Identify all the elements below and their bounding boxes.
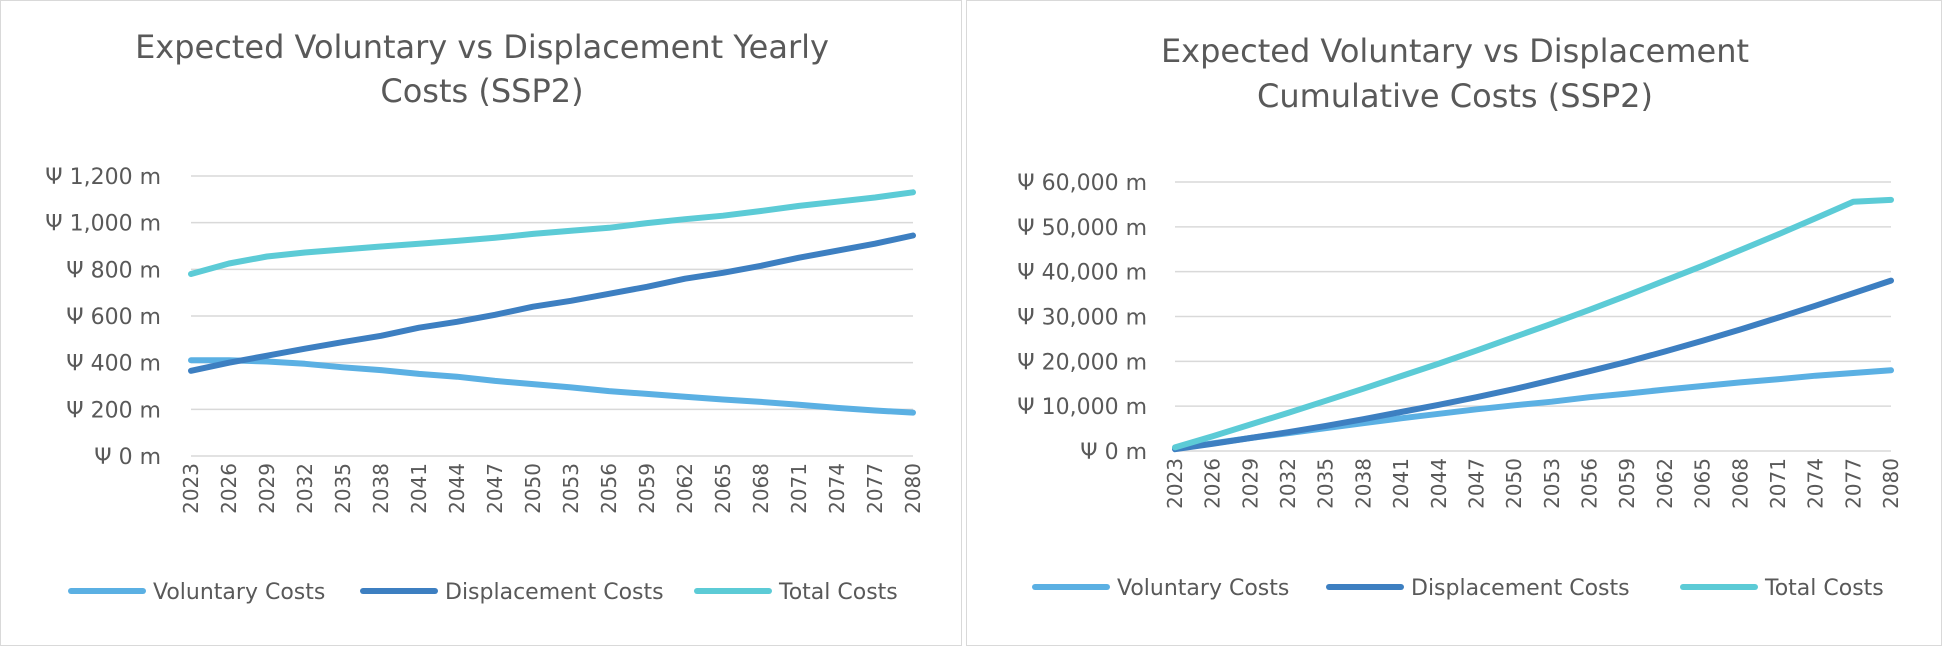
- cumulative-costs-chart-panel: Expected Voluntary vs Displacement Cumul…: [966, 0, 1942, 646]
- x-tick-label: 2032: [293, 463, 317, 514]
- y-axis-ticks: Ψ 0 m Ψ 200 m Ψ 400 m Ψ 600 m Ψ 800 m Ψ 1,000…: [45, 165, 161, 470]
- y-tick-label: Ψ 10,000 m: [1017, 395, 1147, 420]
- y-tick-label: Ψ 800 m: [66, 258, 161, 283]
- x-tick-label: 2065: [1691, 458, 1715, 509]
- x-tick-label: 2068: [749, 463, 773, 514]
- legend-label: Total Costs: [1764, 576, 1884, 601]
- x-tick-label: 2029: [255, 463, 279, 514]
- y-tick-label: Ψ 20,000 m: [1017, 350, 1147, 375]
- x-tick-label: 2062: [673, 463, 697, 514]
- x-tick-label: 2071: [1766, 458, 1790, 509]
- y-tick-label: Ψ 1,200 m: [45, 165, 161, 190]
- x-tick-label: 2038: [1351, 458, 1375, 509]
- x-tick-label: 2080: [901, 463, 925, 514]
- x-tick-label: 2032: [1276, 458, 1300, 509]
- x-tick-label: 2050: [521, 463, 545, 514]
- x-tick-label: 2029: [1238, 458, 1262, 509]
- legend-label: Displacement Costs: [1411, 576, 1630, 601]
- x-tick-label: 2065: [711, 463, 735, 514]
- x-tick-label: 2077: [1841, 458, 1865, 509]
- x-tick-label: 2074: [825, 463, 849, 514]
- x-tick-label: 2035: [331, 463, 355, 514]
- x-tick-label: 2023: [1163, 458, 1187, 509]
- legend-label: Voluntary Costs: [153, 580, 325, 605]
- x-tick-label: 2056: [597, 463, 621, 514]
- y-tick-label: Ψ 30,000 m: [1017, 306, 1147, 331]
- x-tick-label: 2059: [635, 463, 659, 514]
- chart-title-line-2: Costs (SSP2): [380, 72, 583, 110]
- series-lines: [1172, 196, 1894, 453]
- x-tick-label: 2053: [559, 463, 583, 514]
- chart-title-line-2: Cumulative Costs (SSP2): [1257, 77, 1653, 115]
- y-tick-label: Ψ 200 m: [66, 398, 161, 423]
- legend: Voluntary Costs Displacement Costs Total C…: [1032, 576, 1884, 601]
- series-lines: [188, 189, 916, 416]
- yearly-costs-chart-panel: Expected Voluntary vs Displacement Yearl…: [0, 0, 962, 646]
- legend-label: Voluntary Costs: [1117, 576, 1289, 601]
- legend-label: Displacement Costs: [445, 580, 664, 605]
- x-tick-label: 2053: [1540, 458, 1564, 509]
- x-axis-ticks: 2023 2026 2029 2032 2035 2038 2041 2044 2047 2050…: [179, 463, 925, 514]
- x-tick-label: 2038: [369, 463, 393, 514]
- cumulative-costs-chart: Expected Voluntary vs Displacement Cumul…: [1017, 32, 1903, 601]
- x-axis-ticks: 2023 2026 2029 2032 2035 2038 2041 2044 2047 2050…: [1163, 458, 1903, 509]
- series-line-total-costs: [188, 189, 916, 277]
- y-tick-label: Ψ 600 m: [66, 305, 161, 330]
- yearly-costs-chart: Expected Voluntary vs Displacement Yearl…: [45, 28, 925, 605]
- chart-title-line-1: Expected Voluntary vs Displacement: [1161, 32, 1749, 70]
- y-tick-label: Ψ 0 m: [1080, 440, 1147, 465]
- x-tick-label: 2047: [483, 463, 507, 514]
- x-tick-label: 2044: [445, 463, 469, 514]
- x-tick-label: 2047: [1464, 458, 1488, 509]
- y-tick-label: Ψ 50,000 m: [1017, 216, 1147, 241]
- y-tick-label: Ψ 40,000 m: [1017, 261, 1147, 286]
- x-tick-label: 2026: [1201, 458, 1225, 509]
- x-tick-label: 2059: [1615, 458, 1639, 509]
- grid-lines: [191, 175, 913, 457]
- x-tick-label: 2044: [1427, 458, 1451, 509]
- x-tick-label: 2056: [1578, 458, 1602, 509]
- series-line-displacement-costs: [188, 232, 916, 374]
- x-tick-label: 2080: [1879, 458, 1903, 509]
- y-tick-label: Ψ 0 m: [94, 445, 161, 470]
- y-tick-label: Ψ 60,000 m: [1017, 171, 1147, 196]
- x-tick-label: 2023: [179, 463, 203, 514]
- x-tick-label: 2068: [1728, 458, 1752, 509]
- series-line-displacement-costs: [1172, 277, 1894, 453]
- x-tick-label: 2026: [217, 463, 241, 514]
- x-tick-label: 2077: [863, 463, 887, 514]
- series-line-voluntary-costs: [188, 357, 916, 416]
- y-axis-ticks: Ψ 0 m Ψ 10,000 m Ψ 20,000 m Ψ 30,000 m Ψ 40,…: [1017, 171, 1147, 465]
- x-tick-label: 2035: [1314, 458, 1338, 509]
- x-tick-label: 2041: [407, 463, 431, 514]
- series-line-total-costs: [1172, 196, 1894, 451]
- y-tick-label: Ψ 1,000 m: [45, 212, 161, 237]
- legend: Voluntary Costs Displacement Costs Total C…: [68, 580, 898, 605]
- x-tick-label: 2050: [1502, 458, 1526, 509]
- y-tick-label: Ψ 400 m: [66, 352, 161, 377]
- x-tick-label: 2062: [1653, 458, 1677, 509]
- chart-title-line-1: Expected Voluntary vs Displacement Yearl…: [135, 28, 829, 66]
- x-tick-label: 2041: [1389, 458, 1413, 509]
- legend-label: Total Costs: [778, 580, 898, 605]
- x-tick-label: 2074: [1804, 458, 1828, 509]
- x-tick-label: 2071: [787, 463, 811, 514]
